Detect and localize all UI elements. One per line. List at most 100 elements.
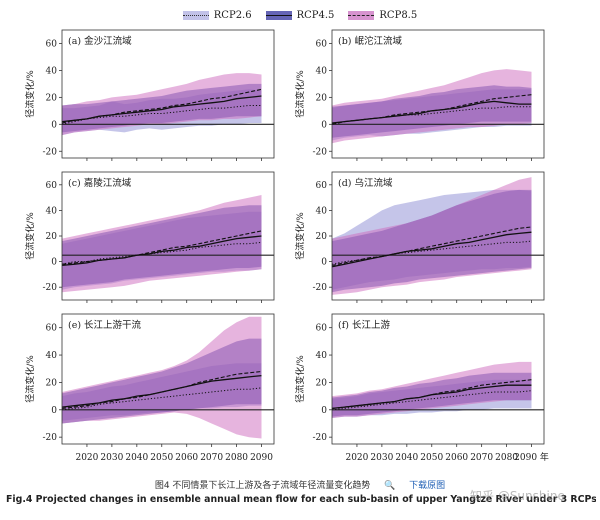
ytick-label-d: 40 — [316, 206, 328, 216]
ytick-label-b: 40 — [316, 66, 328, 76]
ytick-label-c: 0 — [51, 258, 57, 268]
ytick-label-b: -20 — [313, 147, 328, 157]
mean-line-rcp26-e — [61, 387, 262, 411]
mean-line-rcp26-b — [331, 106, 532, 125]
xtick-label-f: 2070 — [470, 453, 493, 463]
xtick-label-f: 2090 年 — [514, 451, 549, 463]
legend-label-rcp85: RCP8.5 — [379, 9, 418, 21]
caption-chinese-text: 图4 不同情景下长江上游及各子流域年径流量变化趋势 — [154, 481, 371, 491]
ytick-label-f: 0 — [321, 406, 327, 416]
mean-line-rcp85-e — [61, 370, 262, 409]
xtick-label-e: 2080 — [225, 453, 248, 463]
panel-e-frame — [61, 313, 275, 445]
watermark: 知乎 @Sunshine — [470, 489, 565, 503]
ylabel-b: 径流变化/% — [294, 70, 306, 118]
xtick-label-e: 2040 — [125, 453, 148, 463]
xtick-label-e: 2020 — [75, 453, 98, 463]
ytick-label-e: 20 — [46, 378, 58, 388]
xtick-label-e: 2050 — [150, 453, 173, 463]
panel-title-f: (f) 长江上游 — [338, 319, 390, 331]
ytick-label-d: 0 — [321, 258, 327, 268]
band-rcp85-f — [332, 361, 532, 418]
mean-line-rcp85-d — [331, 226, 532, 266]
ytick-label-a: 0 — [51, 120, 57, 130]
ytick-label-c: 60 — [46, 181, 58, 191]
mean-line-rcp26-a — [61, 105, 262, 125]
legend-item-rcp85: RCP8.5 — [348, 6, 417, 24]
ytick-label-d: 60 — [316, 181, 328, 191]
ytick-label-e: 0 — [51, 406, 57, 416]
panel-f-frame — [331, 313, 545, 445]
xtick-label-f: 2080 — [495, 453, 518, 463]
ylabel-d: 径流变化/% — [294, 212, 306, 260]
mean-line-rcp45-d — [331, 231, 532, 268]
ytick-label-c: 40 — [46, 206, 58, 216]
legend-item-rcp45: RCP4.5 — [265, 6, 335, 24]
xtick-label-e: 2090 — [250, 453, 273, 463]
ytick-label-a: 60 — [46, 39, 58, 49]
ylabel-e: 径流变化/% — [24, 355, 36, 403]
legend-swatch-rcp45 — [265, 10, 292, 20]
panel-title-d: (d) 乌江流域 — [338, 177, 393, 189]
xtick-label-f: 2050 — [420, 453, 443, 463]
ytick-label-e: 60 — [46, 324, 58, 334]
ytick-label-b: 20 — [316, 93, 328, 103]
ytick-label-b: 60 — [316, 39, 328, 49]
band-rcp85-c — [62, 195, 262, 293]
xtick-label-e: 2060 — [175, 453, 198, 463]
ytick-label-a: 40 — [46, 66, 58, 76]
ytick-label-a: -20 — [43, 147, 58, 157]
legend-item-rcp26: RCP2.6 — [182, 6, 252, 24]
ytick-label-c: -20 — [43, 283, 58, 293]
legend-label-rcp26: RCP2.6 — [213, 9, 252, 21]
band-rcp85-e — [62, 316, 262, 439]
ytick-label-f: -20 — [313, 433, 328, 443]
legend-label-rcp45: RCP4.5 — [296, 9, 335, 21]
xtick-label-e: 2070 — [200, 453, 223, 463]
ytick-label-e: -20 — [43, 433, 58, 443]
panel-title-b: (b) 岷沱江流域 — [338, 35, 403, 47]
zoom-icon[interactable]: 🔍 — [384, 481, 396, 491]
ytick-label-d: -20 — [313, 283, 328, 293]
legend-swatch-rcp26 — [182, 10, 209, 20]
xtick-label-f: 2020 — [345, 453, 368, 463]
xtick-label-f: 2060 — [445, 453, 468, 463]
download-link[interactable]: 下载原图 — [409, 481, 446, 491]
ytick-label-e: 40 — [46, 351, 58, 361]
ytick-label-b: 0 — [321, 120, 327, 130]
panel-title-a: (a) 金沙江流域 — [68, 35, 132, 47]
panel-title-e: (e) 长江上游干流 — [68, 319, 142, 331]
mean-line-rcp85-f — [331, 379, 532, 409]
mean-line-rcp85-a — [61, 88, 262, 124]
legend: RCP2.6 RCP4.5 RCP8.5 — [0, 6, 600, 24]
mean-line-rcp26-f — [331, 390, 532, 411]
ylabel-f: 径流变化/% — [294, 355, 306, 403]
band-rcp85-a — [62, 73, 262, 136]
caption-chinese: 图4 不同情景下长江上游及各子流域年径流量变化趋势 🔍 下载原图 — [0, 478, 600, 491]
xtick-label-f: 2040 — [395, 453, 418, 463]
ytick-label-f: 40 — [316, 351, 328, 361]
ytick-label-f: 60 — [316, 324, 328, 334]
legend-swatch-rcp85 — [348, 10, 375, 20]
ytick-label-f: 20 — [316, 378, 328, 388]
mean-line-rcp85-b — [331, 94, 532, 125]
mean-line-rcp85-c — [61, 230, 262, 265]
ytick-label-a: 20 — [46, 93, 58, 103]
ylabel-a: 径流变化/% — [24, 70, 36, 118]
ytick-label-d: 20 — [316, 232, 328, 242]
xtick-label-f: 2030 — [370, 453, 393, 463]
panel-title-c: (c) 嘉陵江流域 — [68, 177, 132, 189]
panel-b-frame — [331, 29, 545, 159]
caption-english: Fig.4 Projected changes in ensemble annu… — [6, 494, 596, 505]
xtick-label-e: 2030 — [100, 453, 123, 463]
ytick-label-c: 20 — [46, 232, 58, 242]
panel-a-frame — [61, 29, 275, 159]
ylabel-c: 径流变化/% — [24, 212, 36, 260]
